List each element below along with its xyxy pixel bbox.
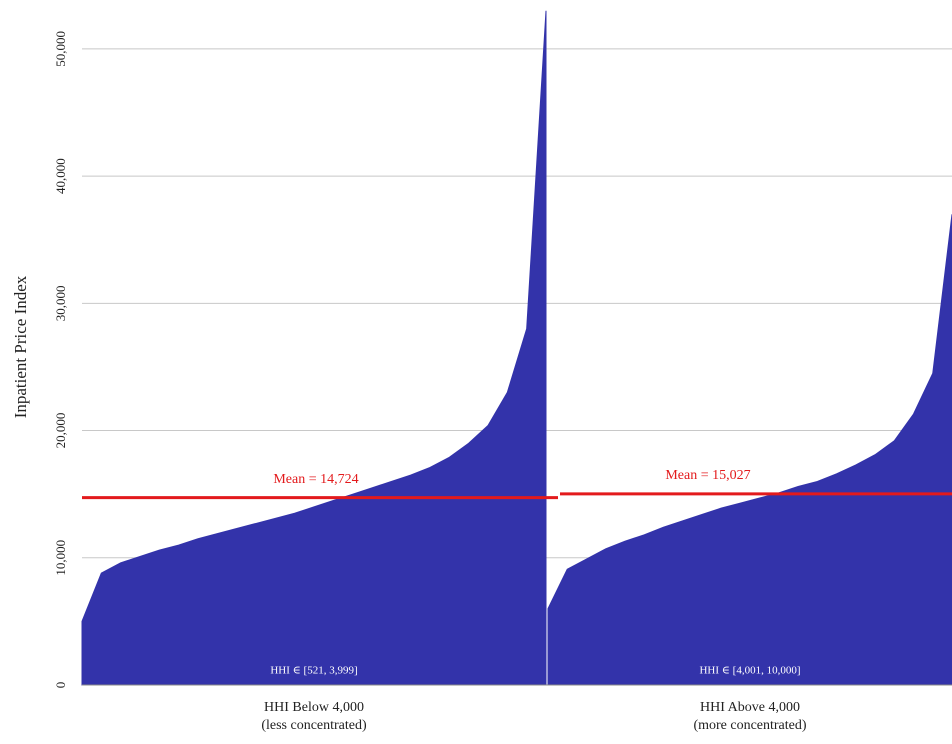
range-label: HHI ∈ [4,001, 10,000] <box>699 665 800 677</box>
y-tick-label: 10,000 <box>53 540 68 576</box>
x-category-label: HHI Below 4,000 <box>264 700 364 715</box>
y-axis-label: Inpatient Price Index <box>11 275 30 418</box>
x-category-label: HHI Above 4,000 <box>700 700 800 715</box>
distribution-area <box>547 214 952 686</box>
x-category-label: (more concentrated) <box>693 718 806 733</box>
y-tick-label: 0 <box>53 682 68 689</box>
y-tick-label: 50,000 <box>53 31 68 67</box>
mean-label: Mean = 15,027 <box>665 468 750 483</box>
mean-label: Mean = 14,724 <box>273 472 358 487</box>
y-tick-label: 20,000 <box>53 413 68 449</box>
x-category-label: (less concentrated) <box>261 718 367 733</box>
range-label: HHI ∈ [521, 3,999] <box>270 665 357 677</box>
y-tick-label: 30,000 <box>53 285 68 321</box>
distribution-area <box>81 10 547 686</box>
y-tick-label: 40,000 <box>53 158 68 194</box>
